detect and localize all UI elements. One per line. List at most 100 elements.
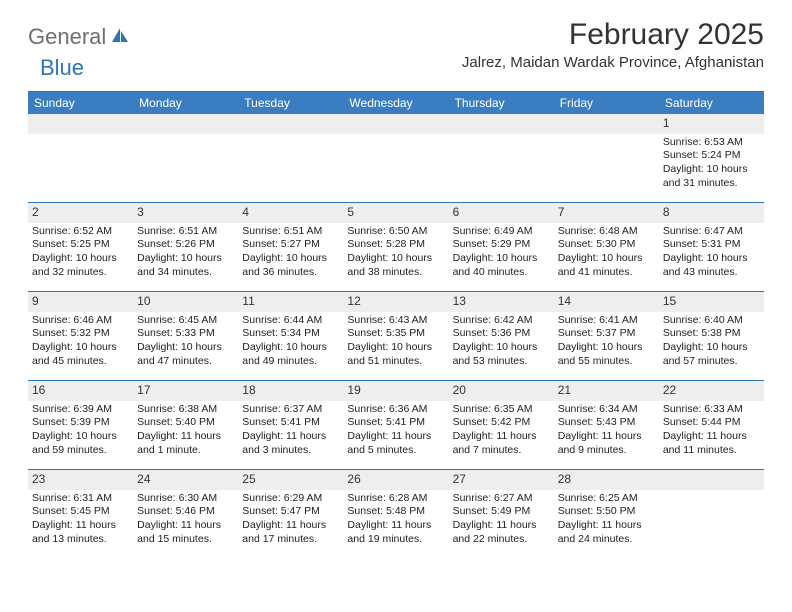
location-text: Jalrez, Maidan Wardak Province, Afghanis… [462,54,764,71]
day-cell [133,114,238,202]
daylight-text: Daylight: 10 hours and 40 minutes. [453,252,550,279]
sunset-text: Sunset: 5:44 PM [663,416,760,430]
daylight-text: Daylight: 10 hours and 57 minutes. [663,341,760,368]
day-cell [449,114,554,202]
daylight-text: Daylight: 10 hours and 55 minutes. [558,341,655,368]
sunset-text: Sunset: 5:27 PM [242,238,339,252]
day-number: 10 [133,292,238,312]
day-number: 19 [343,381,448,401]
daylight-text: Daylight: 11 hours and 3 minutes. [242,430,339,457]
week-row: 2Sunrise: 6:52 AMSunset: 5:25 PMDaylight… [28,203,764,291]
day-cell: 11Sunrise: 6:44 AMSunset: 5:34 PMDayligh… [238,292,343,380]
daylight-text: Daylight: 10 hours and 36 minutes. [242,252,339,279]
sunrise-text: Sunrise: 6:52 AM [32,225,129,239]
day-cell: 2 Sunrise: 6:52 AMSunset: 5:25 PMDaylight… [28,203,133,291]
daylight-text: Daylight: 10 hours and 34 minutes. [137,252,234,279]
sunset-text: Sunset: 5:35 PM [347,327,444,341]
week-row: 1Sunrise: 6:53 AMSunset: 5:24 PMDaylight… [28,114,764,202]
sunset-text: Sunset: 5:37 PM [558,327,655,341]
sunrise-text: Sunrise: 6:50 AM [347,225,444,239]
sunrise-text: Sunrise: 6:49 AM [453,225,550,239]
day-cell: 1Sunrise: 6:53 AMSunset: 5:24 PMDaylight… [659,114,764,202]
daylight-text: Daylight: 10 hours and 47 minutes. [137,341,234,368]
daylight-text: Daylight: 10 hours and 53 minutes. [453,341,550,368]
sunset-text: Sunset: 5:29 PM [453,238,550,252]
day-cell: 15Sunrise: 6:40 AMSunset: 5:38 PMDayligh… [659,292,764,380]
sunrise-text: Sunrise: 6:48 AM [558,225,655,239]
day-number: 18 [238,381,343,401]
day-number: 14 [554,292,659,312]
sunrise-text: Sunrise: 6:53 AM [663,136,760,150]
day-cell: 17Sunrise: 6:38 AMSunset: 5:40 PMDayligh… [133,381,238,469]
day-number: 17 [133,381,238,401]
sunrise-text: Sunrise: 6:46 AM [32,314,129,328]
daylight-text: Daylight: 10 hours and 32 minutes. [32,252,129,279]
day-number: 28 [554,470,659,490]
sunrise-text: Sunrise: 6:51 AM [137,225,234,239]
day-cell: 21Sunrise: 6:34 AMSunset: 5:43 PMDayligh… [554,381,659,469]
day-number-empty [659,470,764,490]
day-number: 2 [28,203,133,223]
daylight-text: Daylight: 10 hours and 38 minutes. [347,252,444,279]
sunset-text: Sunset: 5:49 PM [453,505,550,519]
day-number: 11 [238,292,343,312]
logo-text-general: General [28,24,106,50]
daylight-text: Daylight: 10 hours and 41 minutes. [558,252,655,279]
day-header-wed: Wednesday [343,92,448,114]
day-cell: 8Sunrise: 6:47 AMSunset: 5:31 PMDaylight… [659,203,764,291]
sunrise-text: Sunrise: 6:43 AM [347,314,444,328]
day-number-empty [554,114,659,134]
day-number: 16 [28,381,133,401]
daylight-text: Daylight: 10 hours and 31 minutes. [663,163,760,190]
sunrise-text: Sunrise: 6:38 AM [137,403,234,417]
sunset-text: Sunset: 5:32 PM [32,327,129,341]
week-row: 23Sunrise: 6:31 AMSunset: 5:45 PMDayligh… [28,470,764,558]
sunset-text: Sunset: 5:30 PM [558,238,655,252]
sunrise-text: Sunrise: 6:27 AM [453,492,550,506]
sunset-text: Sunset: 5:31 PM [663,238,760,252]
day-number: 3 [133,203,238,223]
daylight-text: Daylight: 11 hours and 11 minutes. [663,430,760,457]
day-cell: 22Sunrise: 6:33 AMSunset: 5:44 PMDayligh… [659,381,764,469]
day-cell: 23Sunrise: 6:31 AMSunset: 5:45 PMDayligh… [28,470,133,558]
day-cell: 28Sunrise: 6:25 AMSunset: 5:50 PMDayligh… [554,470,659,558]
day-cell [28,114,133,202]
sunrise-text: Sunrise: 6:37 AM [242,403,339,417]
logo: General [28,24,132,50]
sunrise-text: Sunrise: 6:36 AM [347,403,444,417]
sunrise-text: Sunrise: 6:51 AM [242,225,339,239]
daylight-text: Daylight: 11 hours and 15 minutes. [137,519,234,546]
sunset-text: Sunset: 5:36 PM [453,327,550,341]
sunset-text: Sunset: 5:38 PM [663,327,760,341]
week-row: 16Sunrise: 6:39 AMSunset: 5:39 PMDayligh… [28,381,764,469]
day-number: 23 [28,470,133,490]
day-number: 12 [343,292,448,312]
day-number: 5 [343,203,448,223]
day-number-empty [238,114,343,134]
day-number: 25 [238,470,343,490]
sunset-text: Sunset: 5:28 PM [347,238,444,252]
day-number: 4 [238,203,343,223]
day-cell [343,114,448,202]
day-number: 22 [659,381,764,401]
day-cell: 16Sunrise: 6:39 AMSunset: 5:39 PMDayligh… [28,381,133,469]
day-header-fri: Friday [554,92,659,114]
day-cell: 6Sunrise: 6:49 AMSunset: 5:29 PMDaylight… [449,203,554,291]
day-cell [238,114,343,202]
daylight-text: Daylight: 11 hours and 9 minutes. [558,430,655,457]
day-header-sat: Saturday [659,92,764,114]
day-header-tue: Tuesday [238,92,343,114]
weeks-container: 1Sunrise: 6:53 AMSunset: 5:24 PMDaylight… [28,114,764,558]
daylight-text: Daylight: 10 hours and 59 minutes. [32,430,129,457]
day-number: 20 [449,381,554,401]
day-cell: 24Sunrise: 6:30 AMSunset: 5:46 PMDayligh… [133,470,238,558]
sunrise-text: Sunrise: 6:44 AM [242,314,339,328]
sunrise-text: Sunrise: 6:29 AM [242,492,339,506]
day-cell: 7Sunrise: 6:48 AMSunset: 5:30 PMDaylight… [554,203,659,291]
calendar-grid: Sunday Monday Tuesday Wednesday Thursday… [28,91,764,558]
sunset-text: Sunset: 5:25 PM [32,238,129,252]
sunrise-text: Sunrise: 6:30 AM [137,492,234,506]
sunrise-text: Sunrise: 6:25 AM [558,492,655,506]
title-block: February 2025 Jalrez, Maidan Wardak Prov… [462,18,764,71]
day-number: 15 [659,292,764,312]
